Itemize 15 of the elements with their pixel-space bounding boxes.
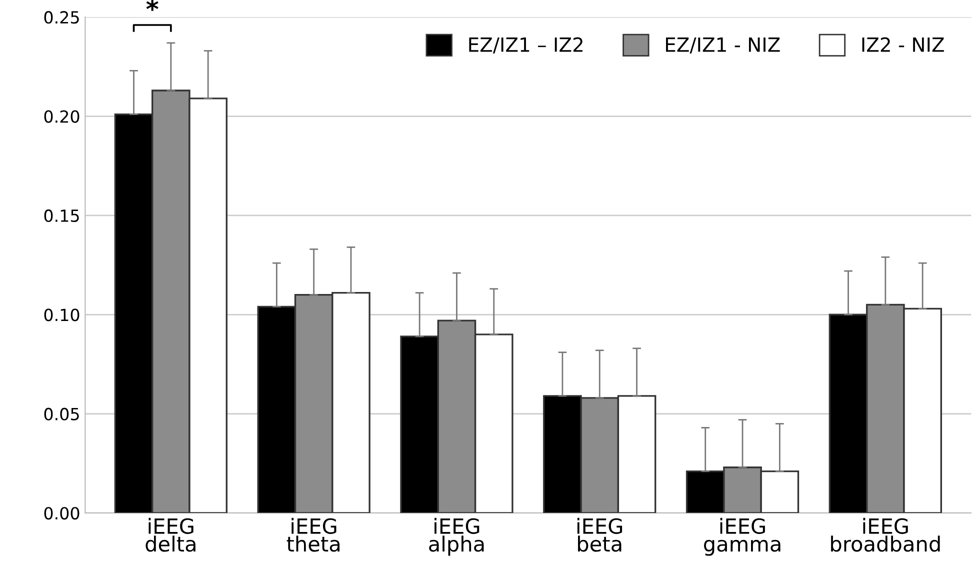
y-tick-label: 0.00 (44, 506, 80, 520)
legend-label: EZ/IZ1 - NIZ (666, 38, 780, 54)
y-tick-label: 0.15 (44, 209, 79, 222)
x-tick-label: iEEG beta (577, 518, 622, 552)
x-tick-label: iEEG alpha (429, 518, 484, 556)
x-tick-label: iEEG theta (286, 518, 340, 552)
x-tick-label: iEEG broadband (831, 518, 940, 552)
legend-label: EZ/IZ1 – IZ2 (469, 37, 582, 54)
y-tick-label: 0.10 (44, 308, 80, 322)
legend-label: IZ2 - NIZ (862, 37, 944, 52)
y-tick-label: 0.20 (44, 110, 80, 123)
x-tick-label: iEEG gamma (704, 518, 780, 556)
y-tick-label: 0.05 (44, 408, 79, 420)
x-tick-label: iEEG delta (146, 518, 196, 552)
y-tick-label: 0.25 (44, 11, 79, 24)
